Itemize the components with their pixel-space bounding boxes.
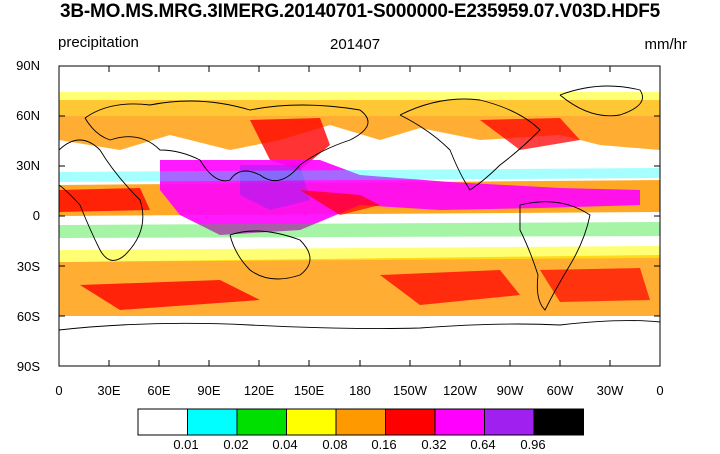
- y-tick-label: 0: [32, 208, 40, 223]
- x-tick-label: 150E: [293, 383, 325, 398]
- color-legend: [137, 408, 584, 436]
- map-title: 3B-MO.MS.MRG.3IMERG.20140701-S000000-E23…: [59, 1, 661, 22]
- legend-swatch: [484, 408, 535, 436]
- y-tick-label: 30S: [16, 259, 40, 274]
- coastlines: [59, 85, 660, 331]
- y-tick-label: 90N: [16, 58, 40, 73]
- legend-swatch: [137, 408, 188, 436]
- legend-swatch: [236, 408, 287, 436]
- x-tick-label: 120W: [443, 383, 477, 398]
- variable-label: precipitation: [58, 34, 139, 51]
- legend-label: 0.02: [223, 437, 249, 452]
- date-label: 201407: [330, 36, 381, 53]
- y-tick-label: 60S: [16, 309, 40, 324]
- legend-label: 0.16: [371, 437, 397, 452]
- x-tick-label: 180: [349, 383, 371, 398]
- x-tick-label: 90E: [197, 383, 221, 398]
- x-tick-label: 60E: [147, 383, 171, 398]
- x-tick-label: 120E: [243, 383, 275, 398]
- legend-swatch: [187, 408, 238, 436]
- y-tick-label: 60N: [16, 108, 40, 123]
- legend-label: 0.32: [421, 437, 447, 452]
- legend-label: 0.96: [520, 437, 546, 452]
- x-tick-label: 150W: [393, 383, 427, 398]
- legend-label: 0.01: [173, 437, 199, 452]
- y-tick-label: 90S: [16, 359, 40, 374]
- axis-ticks: [59, 65, 660, 367]
- legend-swatch: [286, 408, 337, 436]
- x-tick-label: 60W: [546, 383, 574, 398]
- legend-label: 0.04: [272, 437, 298, 452]
- legend-label: 0.64: [470, 437, 496, 452]
- x-tick-label: 30W: [596, 383, 624, 398]
- units-label: mm/hr: [644, 36, 688, 53]
- x-tick-label: 90W: [496, 383, 524, 398]
- legend-swatch: [335, 408, 386, 436]
- precipitation-field: [59, 92, 660, 316]
- legend-swatch: [385, 408, 436, 436]
- x-tick-label: 30E: [97, 383, 121, 398]
- x-tick-label: 0: [656, 383, 664, 398]
- legend-swatch: [434, 408, 485, 436]
- x-tick-label: 0: [55, 383, 63, 398]
- legend-swatch: [533, 408, 584, 436]
- y-tick-label: 30N: [16, 158, 40, 173]
- legend-label: 0.08: [322, 437, 348, 452]
